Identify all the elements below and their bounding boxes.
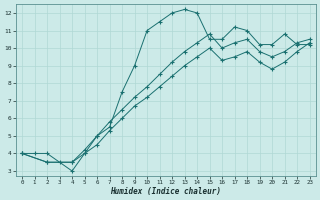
X-axis label: Humidex (Indice chaleur): Humidex (Indice chaleur) — [110, 187, 221, 196]
